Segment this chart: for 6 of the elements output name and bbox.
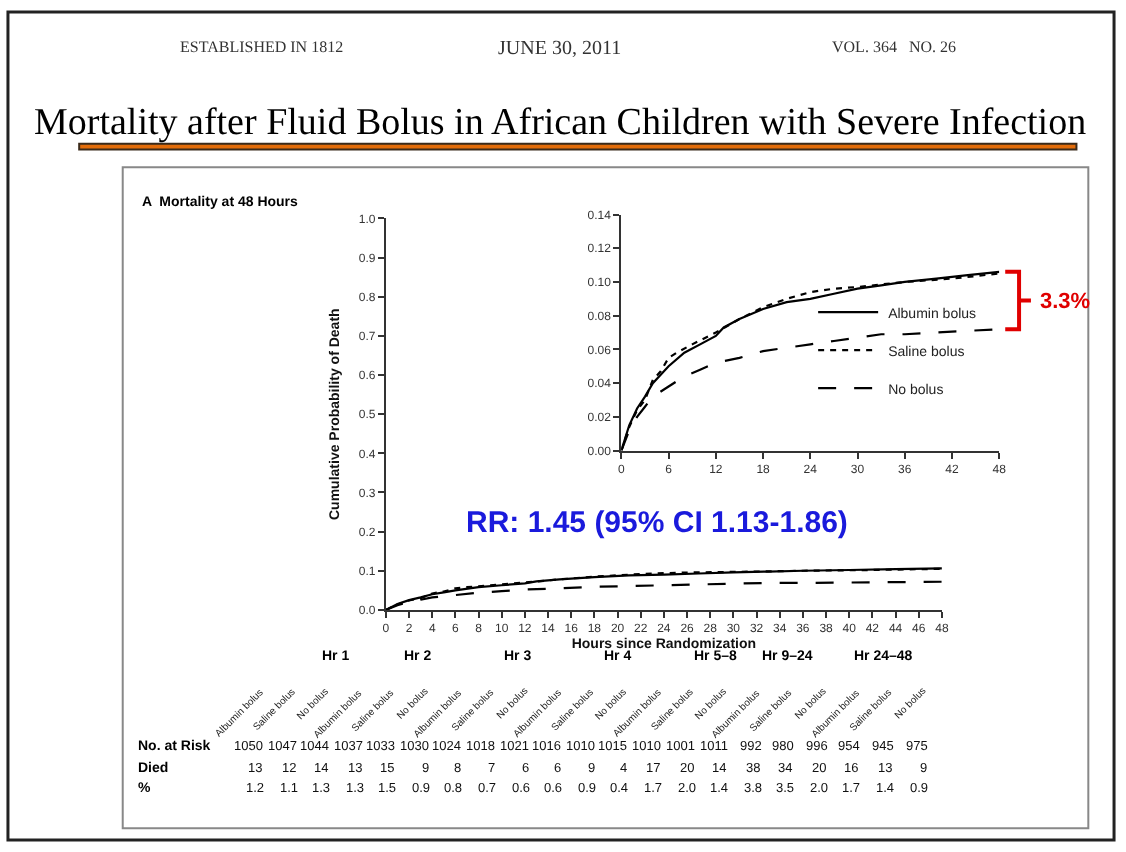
text: VOL. 364 NO. 26: [832, 38, 956, 56]
text: JUNE 30, 2011: [498, 38, 622, 60]
annotation: RR: 1.45 (95% CI 1.13-1.86): [466, 506, 848, 540]
text: 3.3%: [1040, 290, 1091, 314]
text: ESTABLISHED IN 1812: [180, 38, 344, 56]
chart-title: Mortality after Fluid Bolus in African Children with Severe Infection: [34, 102, 1088, 144]
